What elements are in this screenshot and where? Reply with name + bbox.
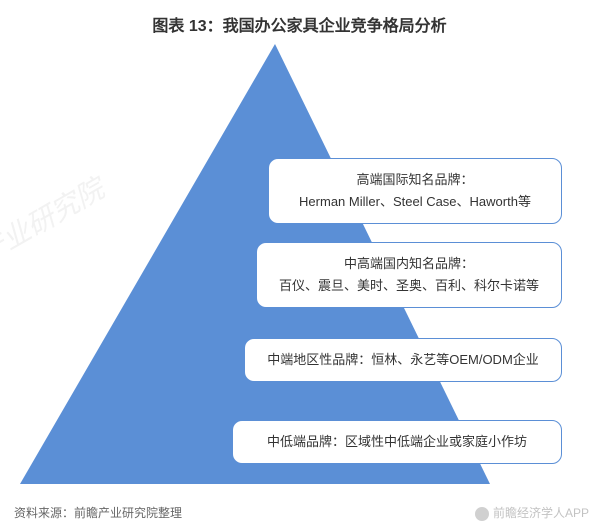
tier-3-box: 中端地区性品牌：恒林、永艺等OEM/ODM企业 [244,338,562,382]
pyramid-chart: 高端国际知名品牌： Herman Miller、Steel Case、Hawor… [0,44,599,504]
tier-4-box: 中低端品牌：区域性中低端企业或家庭小作坊 [232,420,562,464]
tier-1-line1: 高端国际知名品牌： [283,169,547,191]
tier-2-box: 中高端国内知名品牌： 百仪、震旦、美时、圣奥、百利、科尔卡诺等 [256,242,562,308]
source-label: 资料来源：前瞻产业研究院整理 [14,504,182,521]
watermark-right: 前瞻经济学人APP [475,504,589,521]
watermark-right-text: 前瞻经济学人APP [493,506,589,520]
tier-2-line2: 百仪、震旦、美时、圣奥、百利、科尔卡诺等 [271,275,547,297]
tier-1-line2: Herman Miller、Steel Case、Haworth等 [283,191,547,213]
chart-title: 图表 13：我国办公家具企业竞争格局分析 [0,0,599,36]
tier-4-line1: 中低端品牌：区域性中低端企业或家庭小作坊 [247,431,547,453]
watermark-icon [475,507,489,521]
tier-1-box: 高端国际知名品牌： Herman Miller、Steel Case、Hawor… [268,158,562,224]
tier-2-line1: 中高端国内知名品牌： [271,253,547,275]
tier-3-line1: 中端地区性品牌：恒林、永艺等OEM/ODM企业 [259,349,547,371]
